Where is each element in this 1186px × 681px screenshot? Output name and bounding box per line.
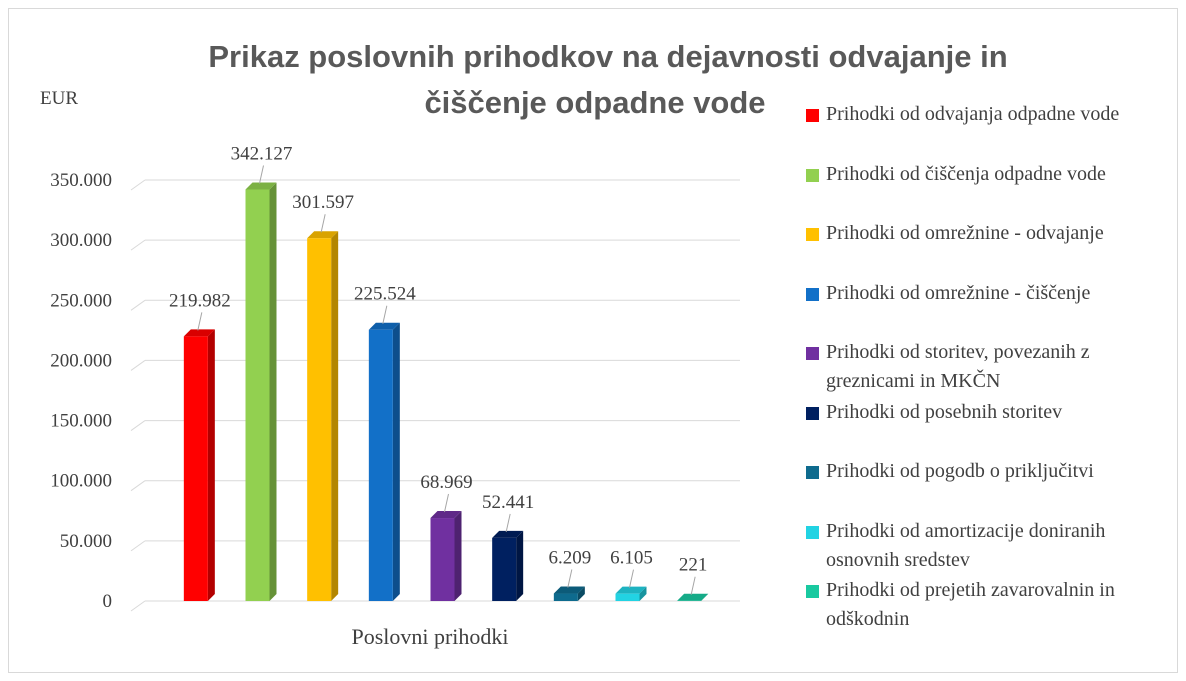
legend-label: Prihodki od posebnih storitev: [826, 400, 1063, 423]
legend-entry: Prihodki od posebnih storitev: [806, 398, 1178, 427]
bar-side: [454, 511, 462, 601]
legend-entry: Prihodki od čiščenja odpadne vode: [806, 160, 1178, 189]
leader-line: [629, 569, 634, 588]
y-tick-label: 300.000: [50, 230, 112, 251]
grid-line: [130, 360, 146, 371]
y-tick-label: 50.000: [60, 531, 112, 552]
bar: [492, 537, 517, 601]
x-axis-label: Poslovni prihodki: [351, 624, 508, 649]
bar-top: [615, 586, 647, 594]
legend-label: Prihodki od prejetih zavarovalnin in odš…: [826, 579, 1115, 630]
leader-line: [690, 576, 696, 595]
legend-label: Prihodki od storitev, povezanih z grezni…: [826, 341, 1090, 392]
y-axis-label: EUR: [40, 88, 78, 109]
bar: [430, 518, 455, 601]
legend-label: Prihodki od čiščenja odpadne vode: [826, 162, 1106, 185]
legend-entry: Prihodki od pogodb o priključitvi: [806, 457, 1178, 486]
leader-line: [197, 312, 203, 331]
data-label: 221: [679, 555, 708, 576]
bar-side: [331, 231, 339, 601]
y-tick-label: 200.000: [50, 350, 112, 371]
y-tick-label: 100.000: [50, 471, 112, 492]
chart-title: čiščenje odpadne vode: [424, 85, 765, 120]
bar-top: [553, 586, 585, 594]
legend-swatch: [806, 228, 819, 241]
legend-entry: Prihodki od omrežnine - odvajanje: [806, 219, 1178, 248]
bar-side: [639, 586, 647, 601]
data-label: 68.969: [420, 472, 472, 493]
grid-line: [130, 600, 146, 612]
chart-title: Prikaz poslovnih prihodkov na dejavnosti…: [208, 39, 1007, 74]
bar-top: [677, 593, 709, 601]
data-label: 225.524: [354, 284, 416, 305]
bar-top: [307, 231, 339, 239]
grid-line: [130, 420, 146, 431]
bar-top: [183, 329, 215, 337]
legend-label: Prihodki od omrežnine - odvajanje: [826, 222, 1104, 244]
bar-side: [269, 182, 277, 601]
grid-line: [130, 299, 146, 311]
y-tick-label: 350.000: [50, 170, 112, 191]
legend-swatch: [806, 168, 819, 182]
legend-swatch: [806, 585, 819, 598]
leader-line: [444, 493, 449, 513]
bar-side: [516, 530, 524, 601]
data-label: 6.105: [610, 548, 653, 569]
data-label: 6.209: [548, 548, 591, 569]
leader-line: [505, 513, 511, 533]
legend-swatch: [806, 525, 819, 539]
bar: [183, 336, 208, 601]
legend-label: Prihodki od amortizacije doniranih osnov…: [826, 519, 1106, 571]
bar-side: [392, 322, 400, 601]
leader-line: [320, 214, 326, 233]
grid-line: [130, 239, 146, 251]
bar-top: [430, 511, 462, 519]
bar-top: [245, 182, 277, 190]
y-tick-label: 250.000: [50, 290, 112, 311]
data-label: 342.127: [231, 143, 293, 164]
grid-line: [130, 540, 146, 552]
y-tick-label: 0: [103, 591, 113, 612]
legend-swatch: [806, 287, 819, 301]
bar-top: [492, 530, 524, 538]
bar-side: [701, 593, 709, 601]
bar-side: [207, 329, 215, 601]
bar: [553, 593, 578, 601]
leader-line: [567, 569, 573, 588]
legend-entry: Prihodki od odvajanja odpadne vode: [806, 100, 1178, 129]
legend-entry: Prihodki od storitev, povezanih z grezni…: [806, 338, 1178, 396]
leader-line: [259, 165, 264, 184]
bar-top: [368, 322, 400, 330]
bar: [245, 189, 270, 601]
legend-entry: Prihodki od omrežnine - čiščenje: [806, 279, 1178, 308]
legend-swatch: [806, 109, 819, 122]
y-tick-label: 150.000: [50, 411, 112, 432]
bar: [615, 593, 640, 601]
legend-swatch: [806, 347, 819, 360]
data-label: 219.982: [169, 290, 231, 311]
leader-line: [382, 305, 388, 324]
bar: [307, 238, 332, 601]
data-label: 52.441: [482, 492, 534, 513]
bar: [368, 329, 393, 601]
legend-entry: Prihodki od amortizacije doniranih osnov…: [806, 517, 1178, 575]
grid-line: [130, 179, 146, 191]
grid-line: [130, 480, 146, 492]
data-label: 301.597: [292, 192, 354, 213]
legend-entry: Prihodki od prejetih zavarovalnin in odš…: [806, 576, 1178, 634]
bar-side: [577, 586, 585, 601]
chart-border: [8, 8, 1178, 673]
legend-label: Prihodki od pogodb o priključitvi: [826, 460, 1094, 482]
legend-swatch: [806, 406, 819, 420]
legend-label: Prihodki od odvajanja odpadne vode: [826, 103, 1120, 125]
legend-label: Prihodki od omrežnine - čiščenje: [826, 281, 1091, 304]
legend-swatch: [806, 466, 819, 479]
